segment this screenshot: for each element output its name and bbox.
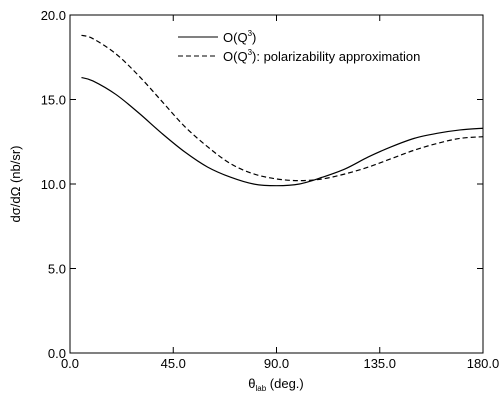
y-axis-label: dσ/dΩ (nb/sr) [8,146,23,223]
legend-label-solid: O(Q3) [223,29,256,45]
y-axis-ticks: 0.0 5.0 10.0 15.0 20.0 [41,8,483,361]
legend-label-dashed: O(Q3): polarizability approximation [223,48,420,64]
x-tick-label: 135.0 [363,356,396,371]
y-tick-label: 20.0 [41,8,66,23]
x-axis-label: θlab (deg.) [248,376,304,393]
y-tick-label: 0.0 [48,346,66,361]
x-axis-ticks: 0.0 45.0 90.0 135.0 180.0 [61,15,499,371]
legend: O(Q3) O(Q3): polarizability approximatio… [178,29,420,64]
plot-frame [69,14,484,354]
y-tick-label: 15.0 [41,93,66,108]
series-layer [81,34,484,187]
series-line-solid [81,76,484,187]
y-tick-label: 10.0 [41,177,66,192]
x-tick-label: 0.0 [61,356,79,371]
x-tick-label: 90.0 [264,356,289,371]
y-tick-label: 5.0 [48,262,66,277]
x-tick-label: 45.0 [161,356,186,371]
x-tick-label: 180.0 [467,356,500,371]
